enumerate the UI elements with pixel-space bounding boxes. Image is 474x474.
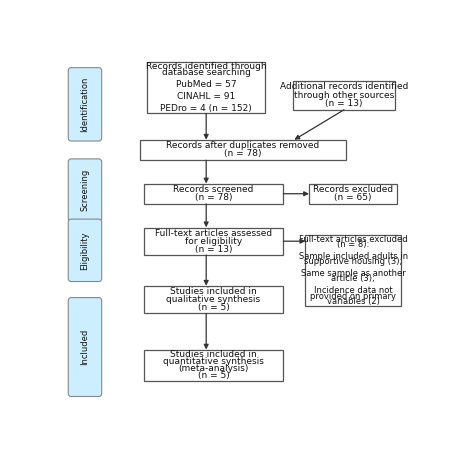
FancyBboxPatch shape <box>144 286 283 313</box>
Text: qualitative synthesis: qualitative synthesis <box>166 295 261 304</box>
Text: Screening: Screening <box>81 169 90 211</box>
Text: CINAHL = 91: CINAHL = 91 <box>177 92 235 101</box>
Text: (n = 5): (n = 5) <box>198 371 229 380</box>
FancyBboxPatch shape <box>68 298 102 396</box>
Text: (n = 13): (n = 13) <box>325 99 363 108</box>
FancyBboxPatch shape <box>140 140 346 160</box>
Text: supportive housing (3);: supportive housing (3); <box>304 257 402 266</box>
Text: Records screened: Records screened <box>173 185 254 194</box>
Text: Identification: Identification <box>81 77 90 132</box>
Text: variables (2): variables (2) <box>327 297 380 306</box>
Text: through other sources: through other sources <box>294 91 394 100</box>
FancyBboxPatch shape <box>309 184 397 204</box>
Text: (n = 13): (n = 13) <box>195 245 232 254</box>
Text: (n = 65): (n = 65) <box>334 193 372 202</box>
Text: provided on primary: provided on primary <box>310 292 396 301</box>
Text: (n = 8):: (n = 8): <box>337 240 369 249</box>
Text: Records after duplicates removed: Records after duplicates removed <box>166 141 319 150</box>
Text: Eligibility: Eligibility <box>81 231 90 270</box>
Text: Records identified through: Records identified through <box>146 63 266 72</box>
Text: Same sample as another: Same sample as another <box>301 269 405 278</box>
Text: database searching: database searching <box>162 68 251 77</box>
Text: (n = 78): (n = 78) <box>224 149 262 158</box>
Text: (meta-analysis): (meta-analysis) <box>178 364 249 373</box>
Text: Incidence data not: Incidence data not <box>314 286 392 295</box>
Text: (n = 5): (n = 5) <box>198 303 229 312</box>
FancyBboxPatch shape <box>68 68 102 141</box>
Text: Full-text articles excluded: Full-text articles excluded <box>299 235 408 244</box>
Text: Included: Included <box>81 329 90 365</box>
Text: PEDro = 4 (n = 152): PEDro = 4 (n = 152) <box>160 104 252 113</box>
FancyBboxPatch shape <box>68 219 102 282</box>
Text: for eligibility: for eligibility <box>185 237 242 246</box>
Text: Studies included in: Studies included in <box>170 287 257 296</box>
FancyBboxPatch shape <box>147 63 265 113</box>
Text: article (3);: article (3); <box>331 274 375 283</box>
FancyBboxPatch shape <box>144 350 283 381</box>
Text: Sample included adults in: Sample included adults in <box>299 252 408 261</box>
Text: (n = 78): (n = 78) <box>195 193 232 202</box>
Text: quantitative synthesis: quantitative synthesis <box>163 357 264 366</box>
FancyBboxPatch shape <box>305 235 401 306</box>
Text: PubMed = 57: PubMed = 57 <box>176 81 237 90</box>
FancyBboxPatch shape <box>144 228 283 255</box>
FancyBboxPatch shape <box>292 81 395 110</box>
Text: Additional records identified: Additional records identified <box>280 82 408 91</box>
Text: Records excluded: Records excluded <box>313 185 393 194</box>
Text: Studies included in: Studies included in <box>170 350 257 359</box>
Text: Full-text articles assessed: Full-text articles assessed <box>155 229 272 238</box>
FancyBboxPatch shape <box>68 159 102 221</box>
FancyBboxPatch shape <box>144 184 283 204</box>
